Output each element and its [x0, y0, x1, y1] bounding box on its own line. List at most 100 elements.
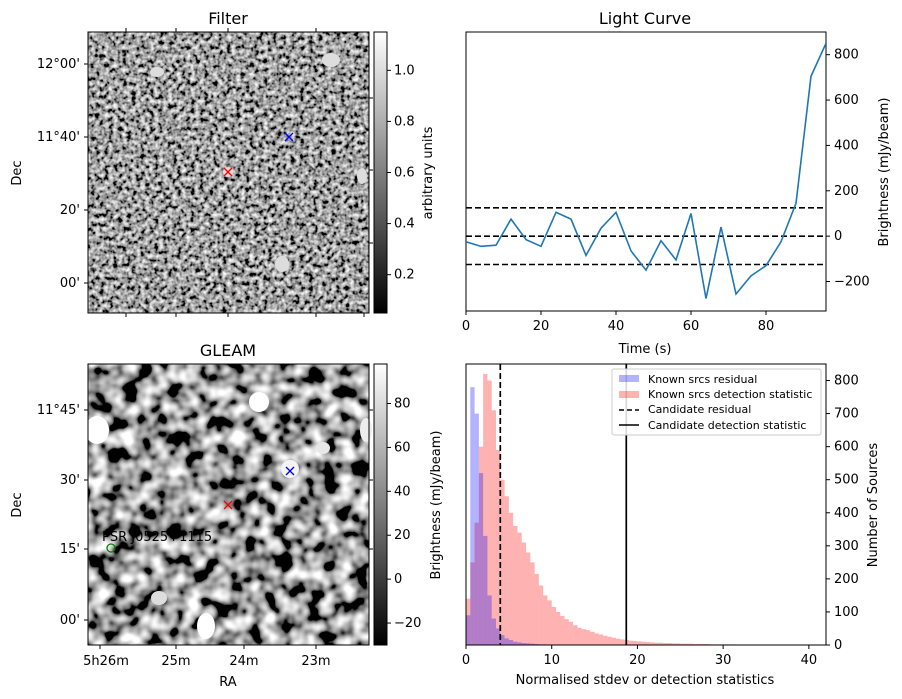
gleam-bright-blobs: [85, 392, 372, 639]
filter-dec-axis-label: Dec: [10, 160, 25, 185]
histogram-y-tick-label: 400: [834, 506, 859, 521]
histogram-x-tick-label: 40: [801, 653, 818, 668]
gleam-colorbar-tick-label: 20: [394, 528, 411, 543]
histogram-bar: [513, 525, 518, 645]
filter-dec-tick-label: 11°40': [37, 130, 80, 145]
psr-source-marker: [106, 543, 116, 553]
histogram-bar: [513, 641, 518, 645]
histogram-y-tick-label: 200: [834, 572, 859, 587]
legend-label: Candidate residual: [648, 403, 751, 416]
light-curve-y-tick-label: −200: [834, 275, 870, 290]
histogram-bar: [508, 512, 514, 645]
gleam-dec-tick-label: 11°45': [37, 403, 80, 418]
gleam-ra-tick-label: 5h26m: [83, 654, 129, 669]
light-curve-x-tick-label: 80: [758, 319, 775, 334]
histogram-bar: [517, 532, 522, 645]
light-curve-x-tick-label: 40: [608, 319, 625, 334]
histogram-bar: [526, 643, 531, 645]
gleam-title: GLEAM: [200, 341, 256, 360]
histogram-bar: [603, 635, 608, 645]
legend-swatch-residual: [619, 375, 639, 382]
histogram-bar: [577, 627, 582, 645]
filter-dec-tick-label: 20': [60, 203, 80, 218]
gleam-dec-axis-label: Dec: [10, 492, 25, 517]
histogram-bar: [680, 643, 685, 645]
histogram-frame: [465, 363, 827, 646]
legend-swatch-detection: [619, 391, 639, 398]
filter-dec-tick-marks: [84, 28, 373, 317]
histogram-bar: [547, 600, 552, 645]
histogram-bar: [530, 562, 535, 645]
histogram-bar: [658, 642, 664, 645]
histogram-bar: [598, 634, 604, 645]
histogram-bar: [521, 643, 526, 645]
histogram-x-tick-label: 20: [629, 653, 646, 668]
gleam-colorbar-tick-label: 60: [394, 440, 411, 455]
histogram-bar: [466, 598, 471, 645]
histogram-bar: [676, 643, 681, 645]
histogram-bar: [487, 380, 492, 645]
gleam-panel: GLEAM PSR J0525+1115 11°45': [10, 341, 373, 690]
light-curve-ylabel: Brightness (mJy/beam): [877, 98, 892, 247]
light-curve-panel: Light Curve 0 20 40 60 80 −2000200400600800 …: [462, 9, 892, 357]
histogram-x-tick-label: 0: [462, 653, 470, 668]
histogram-bar: [517, 642, 522, 645]
histogram-bar: [650, 642, 655, 645]
filter-colorbar-gradient: [373, 31, 388, 314]
histogram-bar: [663, 643, 668, 645]
histogram-bar: [491, 410, 496, 645]
filter-title: Filter: [208, 9, 248, 28]
histogram-bar: [478, 446, 484, 645]
histogram-bar: [466, 615, 471, 645]
histogram-bar: [551, 606, 556, 645]
histogram-bar: [496, 628, 501, 645]
light-curve-y-tick-label: 0: [834, 229, 842, 244]
histogram-y-tick-label: 700: [834, 407, 859, 422]
legend-label: Known srcs detection statistic: [648, 388, 812, 401]
histogram-bar: [530, 643, 535, 645]
gleam-colorbar-tick-label: 0: [394, 572, 402, 587]
histogram-bar: [620, 639, 625, 645]
filter-colorbar-tick-label: 0.8: [394, 114, 415, 129]
gleam-candidate-marker: [223, 500, 233, 510]
light-curve-y-tick-label: 400: [834, 138, 859, 153]
filter-colorbar-tick-label: 0.4: [394, 217, 415, 232]
histogram-bar: [688, 643, 694, 645]
histogram-y-tick-label: 300: [834, 539, 859, 554]
filter-dec-tick-label: 12°00': [37, 57, 80, 72]
filter-colorbar: 1.0 0.8 0.6 0.4 0.2 arbitrary units: [373, 31, 436, 314]
histogram-bar: [483, 535, 488, 645]
histogram-bar: [496, 449, 501, 645]
histogram-bar: [616, 638, 621, 645]
legend-box: [611, 368, 822, 436]
gleam-dec-tick-label: 30': [60, 473, 80, 488]
histogram-bar: [538, 585, 544, 645]
histogram-x-tick-label: 30: [715, 653, 732, 668]
histogram-bar: [586, 630, 591, 645]
histogram-bar: [478, 473, 484, 645]
light-curve-line: [466, 43, 826, 299]
histogram-bar: [564, 619, 569, 645]
gleam-colorbar-tick-label: 40: [394, 484, 411, 499]
histogram-bar: [483, 373, 488, 645]
histogram-bar: [470, 562, 475, 645]
histogram-bar: [607, 636, 612, 645]
histogram-bar: [628, 640, 634, 645]
histogram-bar: [470, 387, 475, 645]
histogram-ylabel: Number of Sources: [866, 443, 881, 568]
filter-known-source-marker: [284, 132, 294, 142]
histogram-bar: [504, 638, 509, 645]
legend-label: Candidate detection statistic: [648, 419, 806, 432]
histogram-bar: [568, 621, 574, 645]
histogram-bar: [543, 595, 548, 645]
gleam-dec-tick-label: 00': [60, 613, 80, 628]
histogram-bar: [667, 643, 672, 645]
gleam-tick-marks: [84, 409, 373, 649]
histogram-y-tick-label: 800: [834, 374, 859, 389]
gleam-colorbar-label: Brightness (mJy/beam): [429, 431, 444, 580]
histogram-bar: [500, 635, 505, 645]
light-curve-y-tick-label: 800: [834, 48, 859, 63]
gleam-ra-tick-label: 24m: [229, 654, 258, 669]
histogram-panel: 0 10 20 30 40 0 100 200 300 400 500 600 700 800 Norm…: [462, 363, 881, 688]
histogram-bar: [504, 496, 509, 645]
